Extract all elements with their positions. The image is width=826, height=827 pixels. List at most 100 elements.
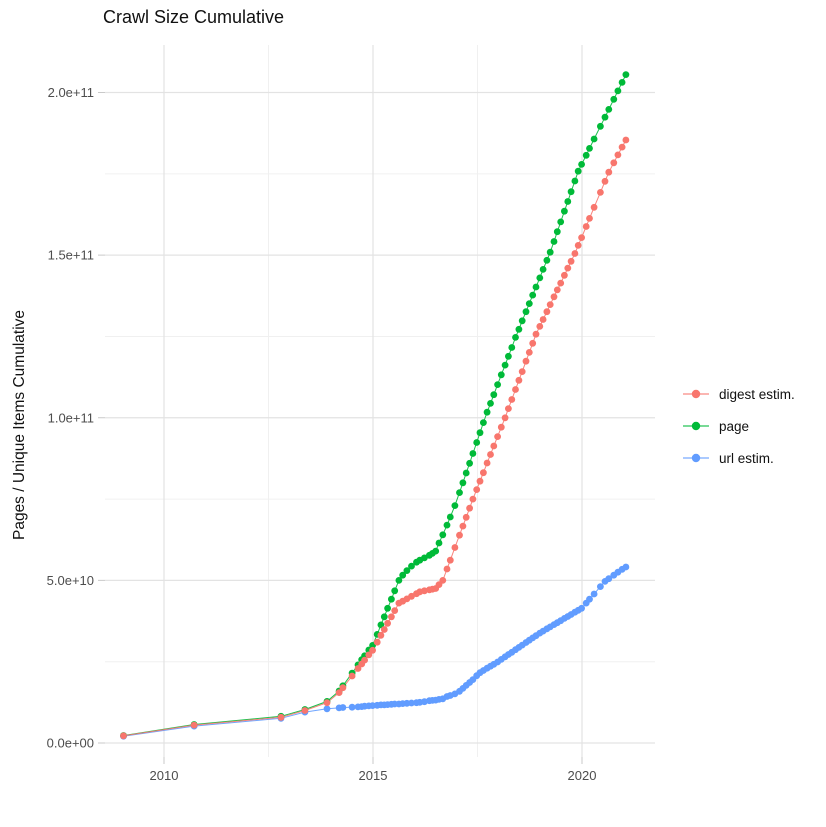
data-point: [384, 619, 391, 627]
data-point: [622, 71, 630, 78]
data-point: [384, 604, 391, 612]
data-point: [435, 539, 443, 547]
data-point: [567, 257, 575, 265]
data-point: [348, 703, 356, 711]
data-point: [522, 357, 530, 365]
data-point: [483, 408, 491, 416]
data-point: [571, 250, 579, 257]
legend-key-point-line-icon: [683, 421, 709, 431]
data-point: [515, 325, 523, 333]
data-point: [586, 215, 593, 222]
y-tick-label: 5.0e+10: [47, 573, 94, 588]
data-point: [597, 189, 604, 196]
data-point: [473, 439, 481, 446]
data-point: [497, 371, 505, 379]
data-point: [512, 386, 519, 393]
data-point: [586, 145, 593, 152]
data-point: [335, 689, 343, 696]
data-point: [578, 604, 585, 612]
data-point: [403, 567, 411, 574]
data-point: [505, 405, 512, 412]
data-point: [388, 613, 395, 621]
legend-label: digest estim.: [719, 386, 795, 402]
data-point: [574, 167, 582, 175]
data-point: [301, 707, 309, 714]
data-point: [539, 266, 547, 273]
data-point: [539, 316, 547, 323]
data-point: [456, 489, 463, 496]
data-point: [518, 317, 526, 325]
data-point: [561, 271, 568, 279]
data-point: [564, 264, 572, 272]
y-tick-label: 2.0e+11: [48, 85, 94, 100]
data-point: [597, 583, 604, 590]
data-point: [550, 293, 558, 301]
data-point: [553, 228, 561, 236]
data-point: [120, 732, 127, 740]
data-point: [525, 300, 533, 307]
data-point: [487, 400, 494, 407]
y-axis-title: Pages / Unique Items Cumulative: [11, 309, 28, 541]
legend-item-url-estim: url estim.: [682, 442, 795, 474]
data-point: [597, 122, 604, 130]
data-point: [543, 308, 551, 316]
data-point: [582, 151, 590, 159]
data-point: [459, 522, 467, 530]
data-point: [446, 556, 454, 564]
data-point: [532, 330, 540, 338]
series-points-page: [120, 71, 630, 739]
data-point: [546, 248, 554, 256]
data-point: [508, 396, 516, 403]
data-point: [605, 106, 613, 113]
data-point: [529, 291, 537, 299]
data-point: [361, 656, 368, 664]
data-point: [494, 433, 501, 440]
data-point: [439, 577, 447, 584]
data-point: [557, 279, 565, 287]
data-point: [373, 638, 381, 646]
data-point: [518, 368, 526, 375]
data-point: [501, 361, 509, 369]
data-point: [469, 450, 477, 457]
data-point: [614, 87, 622, 95]
data-point: [557, 218, 565, 226]
data-point: [622, 136, 630, 144]
data-point: [380, 613, 388, 621]
data-point: [536, 323, 544, 330]
data-point: [529, 339, 537, 347]
legend-key-point-line-icon: [683, 389, 709, 399]
data-point: [190, 721, 198, 729]
data-point: [522, 308, 530, 316]
data-point: [618, 143, 626, 151]
data-point: [501, 414, 509, 422]
data-point: [348, 672, 356, 680]
legend-key-point-line-icon: [683, 453, 709, 463]
data-point: [408, 592, 415, 600]
data-point: [277, 713, 285, 721]
y-tick-label: 1.5e+11: [48, 248, 94, 263]
data-point: [622, 563, 630, 571]
data-point: [432, 547, 440, 555]
data-point: [571, 177, 579, 185]
data-point: [388, 595, 395, 603]
data-point: [473, 486, 481, 493]
data-point: [536, 274, 544, 282]
data-point: [546, 301, 554, 308]
data-point: [508, 344, 516, 351]
legend-item-page: page: [682, 410, 795, 442]
data-point: [391, 607, 399, 614]
data-point: [497, 423, 505, 431]
data-point: [408, 699, 415, 707]
data-point: [553, 286, 561, 294]
data-point: [494, 381, 501, 388]
data-point: [543, 256, 551, 264]
data-point: [586, 595, 593, 603]
data-point: [443, 565, 451, 573]
data-point: [377, 631, 385, 639]
legend-label: url estim.: [719, 450, 774, 466]
data-point: [574, 242, 582, 249]
data-point: [618, 79, 626, 86]
data-point: [421, 554, 428, 562]
